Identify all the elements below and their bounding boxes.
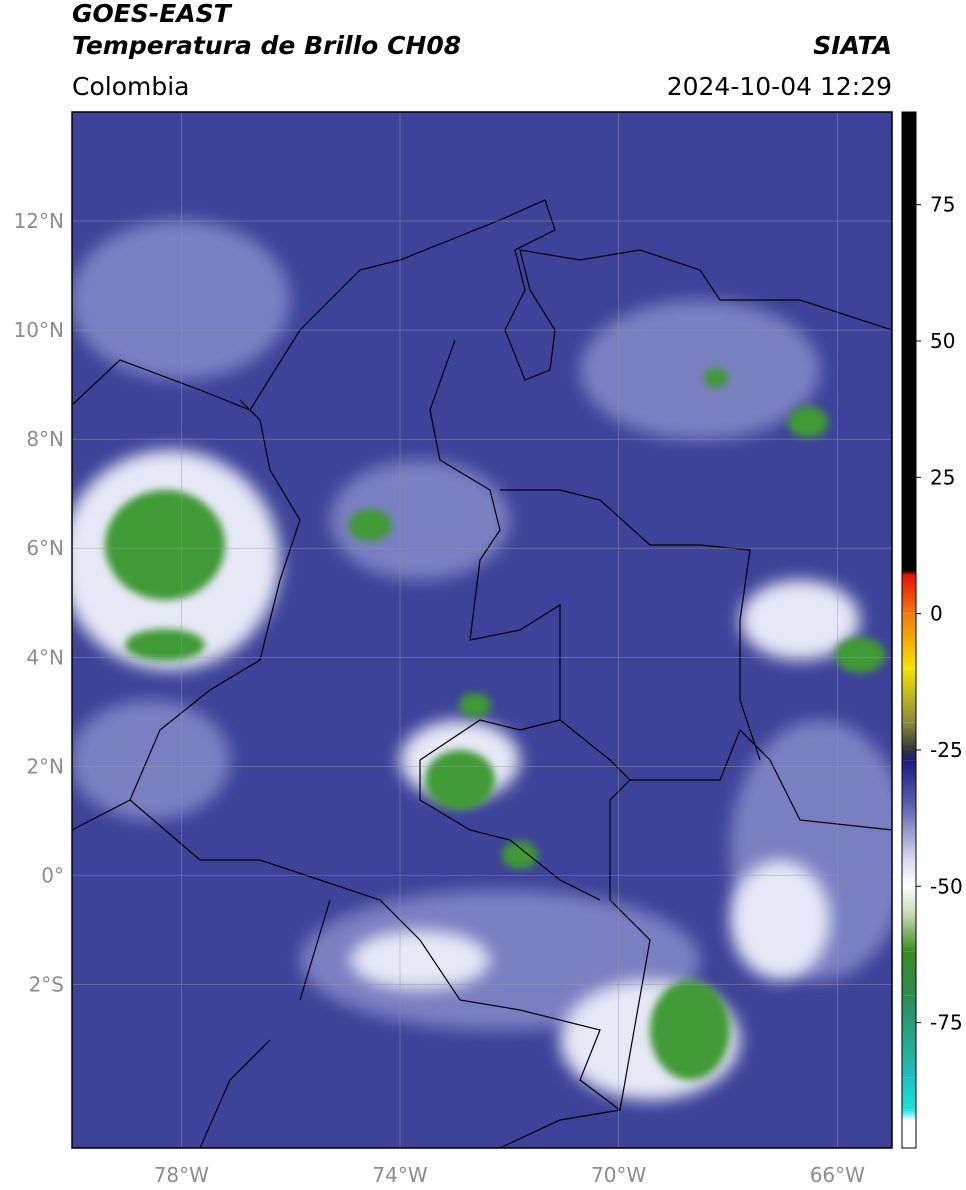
colorbar-segment — [902, 1109, 916, 1121]
lon-tick-label: 74°W — [372, 1163, 427, 1187]
colorbar-segment — [902, 722, 916, 750]
region: Colombia — [72, 72, 189, 101]
colorbar-tick-label: -75 — [930, 1011, 963, 1035]
colorbar-tick-label: -25 — [930, 738, 963, 762]
colorbar-frame — [901, 111, 917, 1149]
colorbar-segment — [902, 570, 916, 576]
source: SIATA — [813, 31, 892, 60]
colorbar: 75 50 25 0 -25 -50 -75 — [902, 112, 963, 1148]
map-image — [72, 112, 892, 1148]
colorbar-segment — [902, 112, 916, 571]
colorbar-tick-label: 0 — [930, 602, 943, 626]
graticule: 78°W 74°W 70°W 66°W 12°N 10°N 8°N 6°N 4°N 2°N 0° 2°… — [14, 112, 892, 1187]
lon-tick-label: 78°W — [154, 1163, 209, 1187]
lat-tick-label: 12°N — [14, 209, 64, 233]
colorbar-segment — [902, 804, 916, 860]
lon-tick-label: 70°W — [591, 1163, 646, 1187]
colorbar-segment — [902, 913, 916, 952]
lat-tick-label: 6°N — [26, 536, 64, 560]
lat-tick-label: 8°N — [26, 427, 64, 451]
colorbar-tick-label: 25 — [930, 465, 955, 489]
colorbar-tick-label: -50 — [930, 874, 963, 898]
colorbar-segment — [902, 1120, 916, 1148]
lat-tick-label: 0° — [41, 863, 64, 887]
colorbar-segment — [902, 613, 916, 669]
lat-tick-label: 4°N — [26, 645, 64, 669]
lat-tick-label: 2°S — [29, 972, 64, 996]
title: GOES-EAST — [72, 0, 233, 28]
colorbar-segment — [902, 760, 916, 805]
subtitle: Temperatura de Brillo CH08 — [72, 31, 461, 60]
lat-tick-label: 10°N — [14, 318, 64, 342]
colorbar-segment — [902, 1077, 916, 1110]
timestamp: 2024-10-04 12:29 — [667, 72, 892, 101]
colorbar-segment — [902, 886, 916, 914]
colorbar-segment — [902, 951, 916, 996]
lat-tick-label: 2°N — [26, 754, 64, 778]
colorbar-segment — [902, 749, 916, 761]
colorbar-tick-label: 50 — [930, 329, 955, 353]
map-frame — [71, 111, 893, 1149]
colorbar-segment — [902, 668, 916, 723]
colorbar-segment — [902, 995, 916, 1078]
cloud-cold — [105, 368, 885, 1080]
colorbar-segment — [902, 859, 916, 887]
colorbar-tick-label: 75 — [930, 193, 955, 217]
colorbar-segment — [902, 575, 916, 614]
lon-tick-label: 66°W — [810, 1163, 865, 1187]
